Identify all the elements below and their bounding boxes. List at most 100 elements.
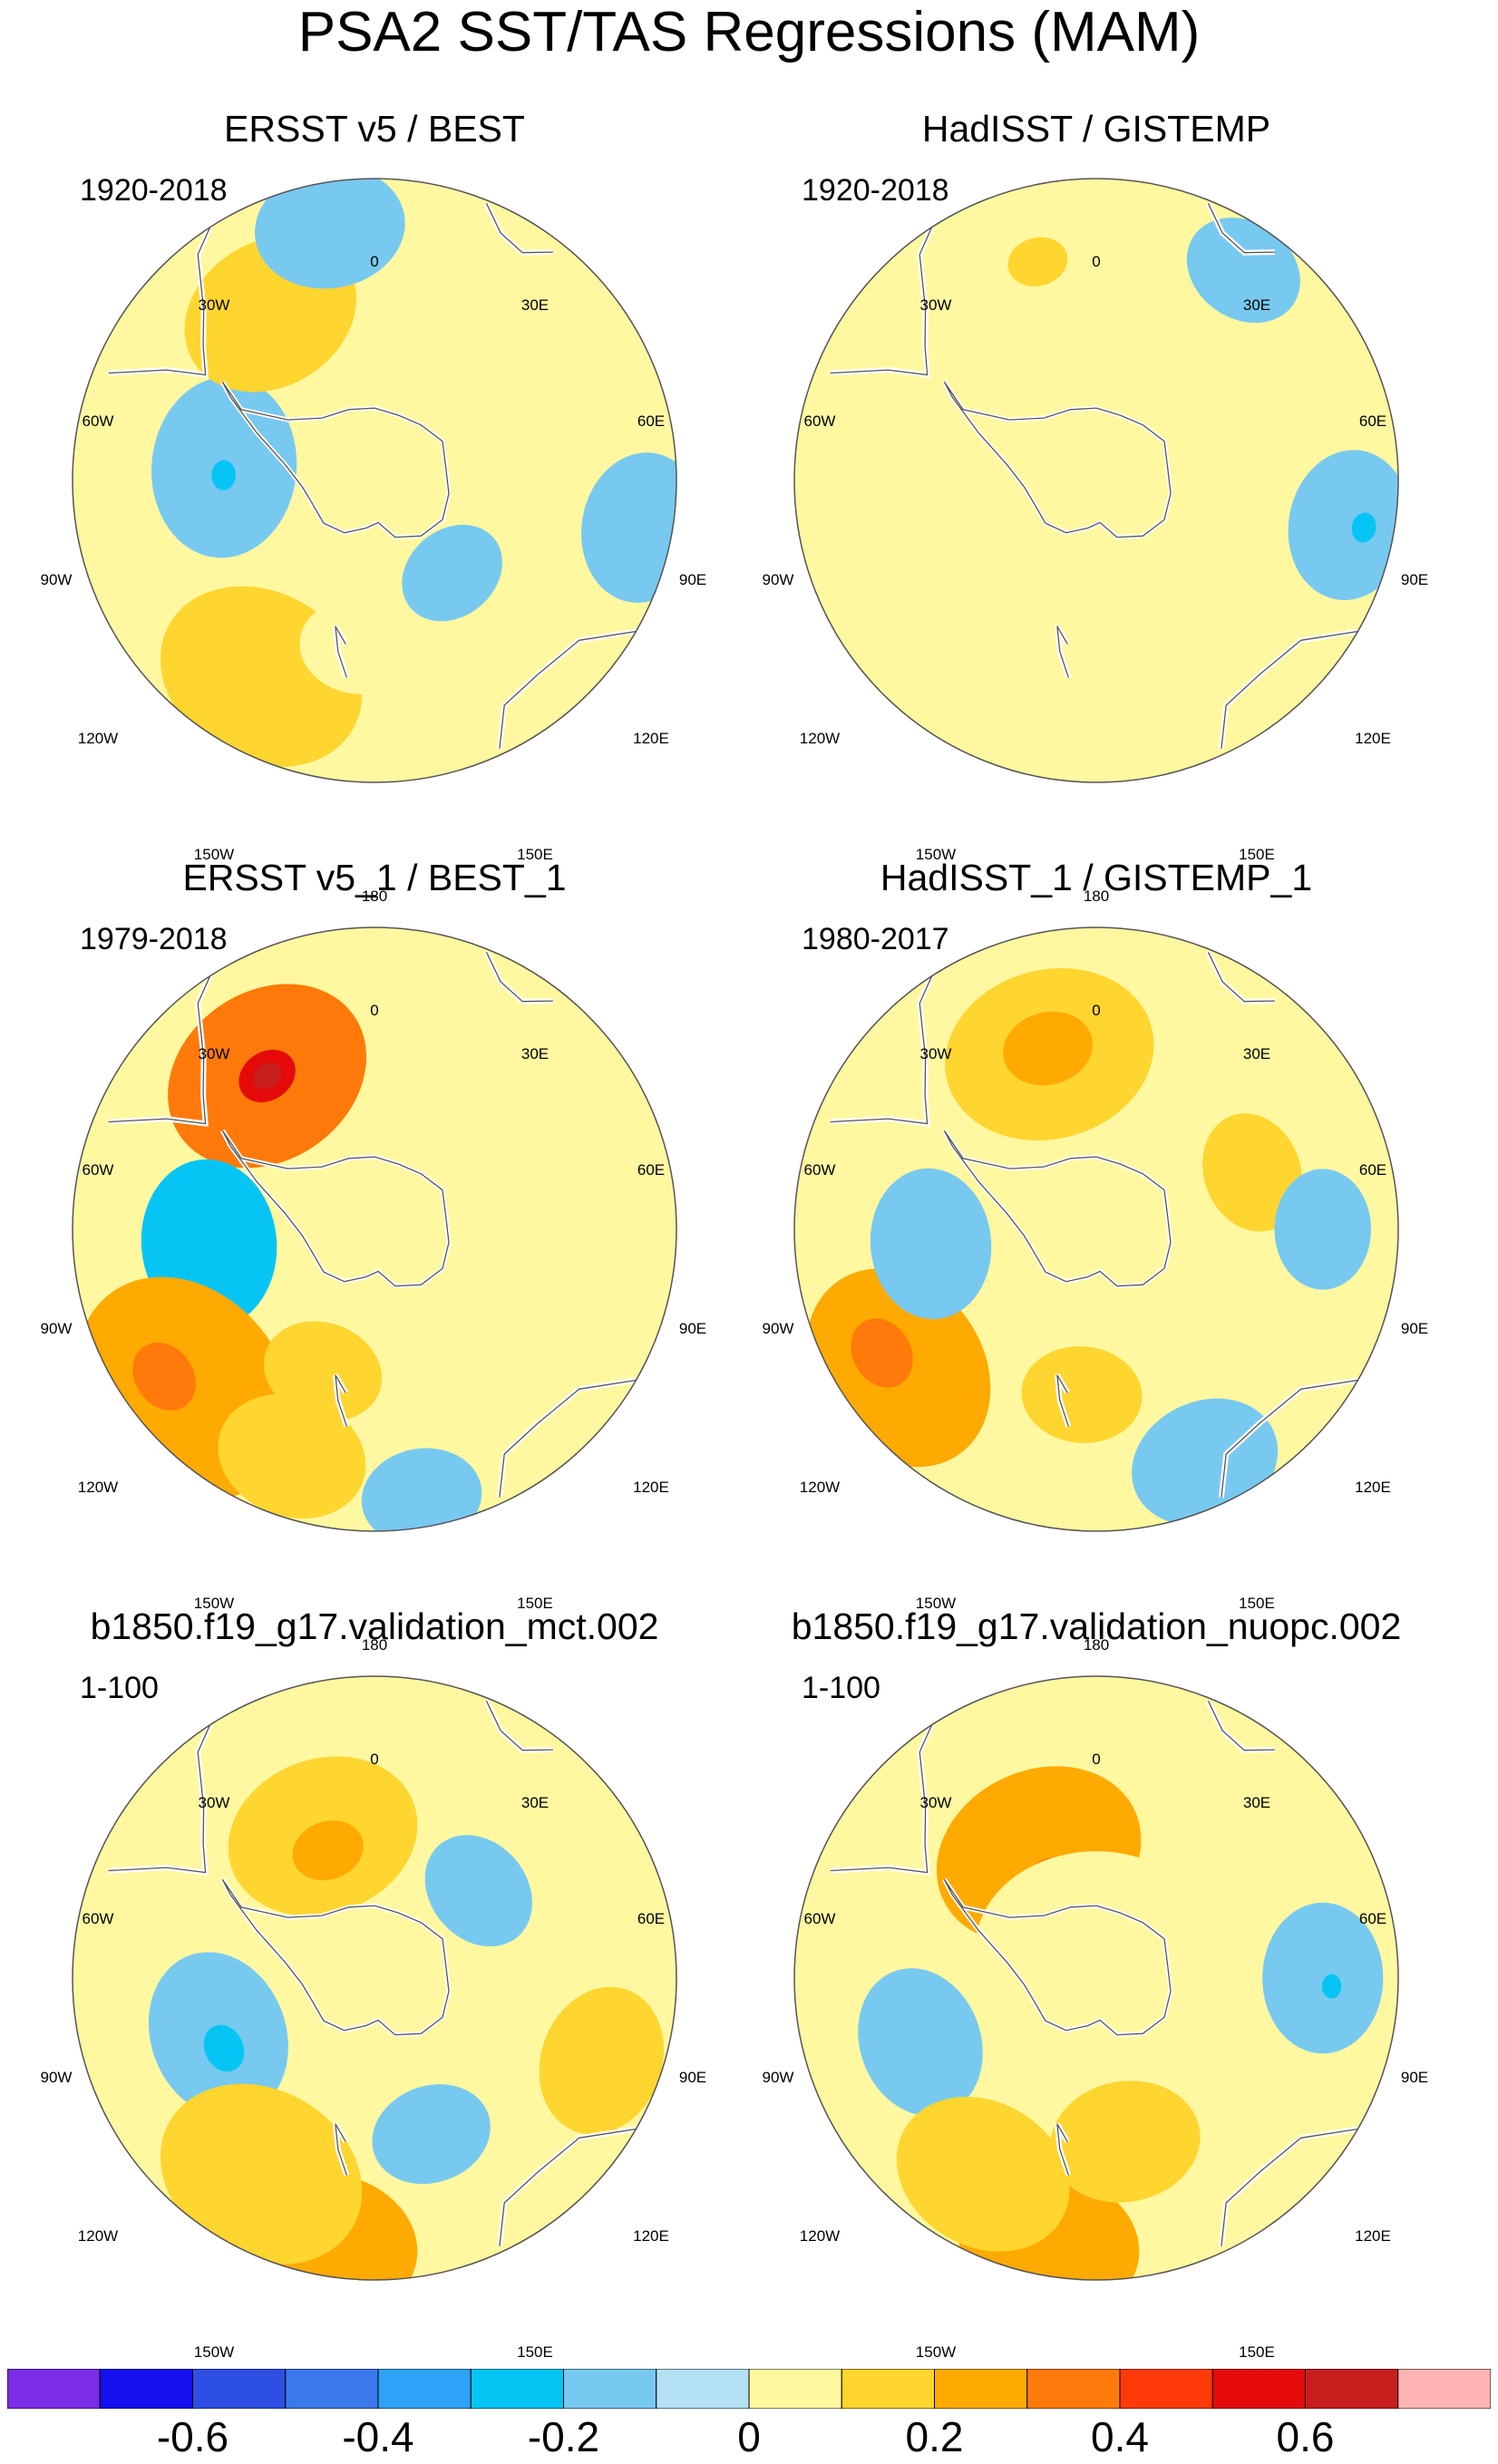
longitude-label: 60E — [637, 412, 665, 430]
longitude-label: 60W — [804, 1910, 836, 1927]
panel-period: 1980-2017 — [802, 922, 949, 956]
anomaly-region — [1003, 1011, 1093, 1086]
antarctica-coastline — [221, 381, 450, 538]
antarctica-coastline — [221, 1130, 450, 1287]
longitude-label: 90W — [763, 571, 794, 588]
panel-title: b1850.f19_g17.validation_nuopc.002 — [791, 1605, 1402, 1647]
polar-map: 0 30E 60E 90E 120E 150E 180 150W 120W 90W 60W 30W — [41, 178, 706, 905]
new-zealand-coastline — [1056, 2123, 1070, 2176]
panel-title: ERSST v5 / BEST — [224, 108, 525, 150]
longitude-label: 60W — [804, 1161, 836, 1179]
antarctica-coastline — [943, 1878, 1172, 2036]
colorbar-tick-label: -0.6 — [156, 2413, 229, 2460]
longitude-label: 60W — [83, 1161, 114, 1179]
map-border — [72, 926, 677, 1532]
panel-ersst-best: ERSST v5 / BEST 1920-2018 0 30E 60E 90E 120E… — [0, 0, 749, 905]
longitude-label: 90W — [763, 1320, 794, 1337]
south-america-coastline — [830, 227, 933, 376]
colorbar-swatch — [99, 2369, 193, 2409]
anomaly-region — [299, 597, 421, 694]
colorbar-tick-label: 0.6 — [1276, 2413, 1335, 2460]
anomaly-region — [896, 2096, 1070, 2252]
longitude-label: 30W — [920, 296, 952, 314]
longitude-label: 150W — [916, 846, 956, 863]
longitude-label: 60E — [637, 1161, 665, 1179]
longitude-label: 90W — [763, 2069, 794, 2086]
panel-ersst1-best1: ERSST v5_1 / BEST_1 1979-2018 0 30E 60E 90E… — [0, 749, 749, 1654]
longitude-label: 30W — [199, 296, 230, 314]
panel-title: ERSST v5_1 / BEST_1 — [182, 857, 567, 898]
anomaly-region — [1288, 450, 1398, 600]
longitude-label: 30E — [1243, 1794, 1270, 1811]
anomaly-region — [1202, 1113, 1303, 1232]
map-border — [72, 178, 677, 783]
longitude-label: 60E — [1359, 1910, 1386, 1927]
longitude-label: 60E — [637, 1910, 665, 1927]
colorbar-swatch — [285, 2369, 379, 2409]
longitude-label: 150E — [1239, 1595, 1275, 1612]
longitude-label: 0 — [370, 1002, 378, 1019]
anomaly-region — [181, 1222, 240, 1295]
anomaly-region — [551, 1087, 652, 1207]
anomaly-region — [237, 266, 295, 318]
new-zealand-coastline — [1056, 626, 1070, 678]
longitude-label: 150E — [517, 2343, 553, 2361]
longitude-label: 60E — [1359, 412, 1386, 430]
longitude-label: 120W — [78, 2227, 118, 2245]
australia-coastline — [1221, 1379, 1358, 1498]
longitude-label: 120E — [633, 1479, 669, 1496]
colorbar-swatch — [470, 2369, 564, 2409]
longitude-label: 180 — [1084, 1636, 1109, 1654]
anomaly-region — [402, 524, 502, 622]
africa-coastline — [485, 952, 553, 1003]
map-field — [73, 927, 676, 1531]
longitude-label: 60E — [1359, 1161, 1386, 1179]
anomaly-region — [211, 460, 236, 490]
longitude-label: 0 — [1092, 1002, 1100, 1019]
longitude-label: 0 — [370, 253, 378, 270]
australia-coastline — [499, 2128, 637, 2246]
longitude-label: 90W — [41, 2069, 73, 2086]
south-america-coastline — [830, 975, 933, 1125]
longitude-label: 120W — [78, 1479, 118, 1496]
longitude-label: 120E — [1355, 2227, 1391, 2245]
longitude-label: 90E — [1401, 1320, 1428, 1337]
colorbar-swatch — [1397, 2369, 1491, 2409]
longitude-label: 150W — [194, 1595, 234, 1612]
longitude-label: 120W — [78, 730, 118, 747]
longitude-label: 0 — [1092, 253, 1100, 270]
colorbar-swatch — [841, 2369, 935, 2409]
longitude-label: 120E — [1355, 730, 1391, 747]
anomaly-region — [372, 2084, 491, 2185]
longitude-label: 90E — [1401, 571, 1428, 588]
longitude-label: 120E — [1355, 1479, 1391, 1496]
colorbar-swatch — [563, 2369, 657, 2409]
map-field — [73, 179, 676, 782]
africa-coastline — [485, 1701, 553, 1751]
anomaly-region — [1321, 1974, 1342, 1999]
new-zealand-coastline — [1056, 1374, 1070, 1427]
colorbar-swatch — [192, 2369, 287, 2409]
anomaly-region — [870, 1168, 992, 1320]
longitude-label: 120E — [633, 730, 669, 747]
anomaly-region — [160, 2083, 363, 2265]
longitude-label: 0 — [1092, 1751, 1100, 1768]
longitude-label: 90W — [41, 1320, 73, 1337]
colorbar — [7, 2369, 1491, 2409]
panel-hadisst1-gistemp1: HadISST_1 / GISTEMP_1 1980-2017 0 30E 60E 9… — [722, 749, 1471, 1654]
longitude-label: 150E — [1239, 846, 1275, 863]
colorbar-swatch — [1211, 2369, 1306, 2409]
longitude-label: 30W — [920, 1045, 952, 1062]
longitude-label: 150E — [1239, 2343, 1275, 2361]
longitude-label: 150E — [517, 1595, 553, 1612]
colorbar-swatch — [934, 2369, 1028, 2409]
australia-coastline — [499, 1379, 637, 1498]
anomaly-region — [1351, 512, 1376, 543]
south-america-coastline — [108, 975, 211, 1125]
colorbar-tick-label: 0.2 — [905, 2413, 964, 2460]
longitude-label: 150W — [916, 2343, 956, 2361]
anomaly-region — [1007, 237, 1068, 286]
longitude-label: 150W — [194, 846, 234, 863]
australia-coastline — [1221, 630, 1358, 749]
anomaly-region — [862, 548, 1058, 737]
